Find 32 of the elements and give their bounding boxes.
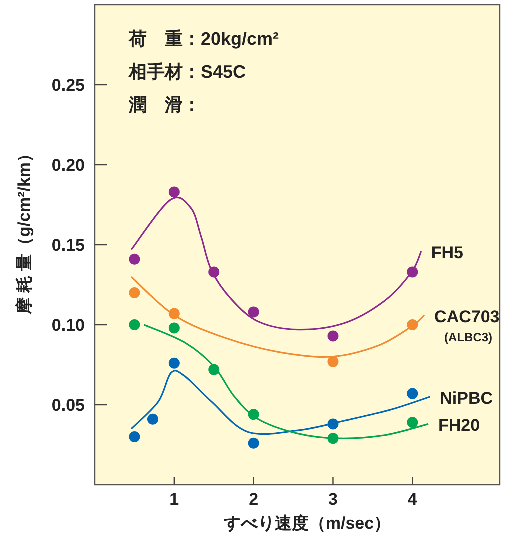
series-label: FH5 [431, 243, 464, 262]
annotation: 荷 重：20kg/cm² [128, 29, 280, 49]
x-tick-label: 1 [170, 490, 180, 509]
annotation: 潤 滑： [128, 95, 201, 115]
point [328, 356, 339, 368]
series-label: FH20 [438, 416, 480, 436]
x-tick-label: 3 [328, 490, 338, 509]
point [147, 414, 158, 425]
y-tick-label: 0.05 [52, 396, 85, 415]
point [407, 388, 418, 400]
point [328, 330, 339, 342]
point [129, 432, 140, 442]
x-tick-label: 4 [408, 490, 418, 509]
point [248, 306, 260, 318]
point [407, 417, 418, 428]
point [168, 358, 180, 369]
point [129, 320, 140, 330]
y-tick-label: 0.15 [52, 236, 85, 255]
point [168, 322, 180, 334]
y-tick-label: 0.10 [52, 316, 85, 335]
annotation: 相手材：S45C [128, 62, 246, 82]
point [129, 288, 140, 298]
y-tick-label: 0.25 [52, 76, 85, 95]
x-tick-label: 2 [249, 490, 259, 509]
x-axis-title: すべり速度（m/sec） [222, 514, 392, 533]
point [248, 438, 260, 449]
y-axis-title: 摩 耗 量（g/cm²/km） [15, 145, 34, 316]
y-tick-label: 0.20 [52, 156, 85, 175]
series-label: CAC703 (ALBC3) [434, 307, 500, 344]
point [129, 254, 140, 265]
series-label: NiPBC [440, 389, 494, 408]
point [168, 186, 180, 198]
